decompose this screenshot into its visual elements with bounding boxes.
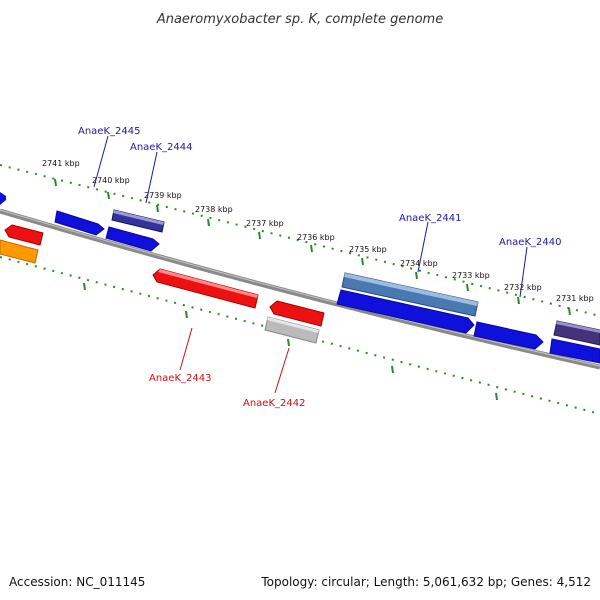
tick-ring-inner: [0, 256, 600, 415]
major-tick: [54, 178, 57, 187]
kbp-label: 2736 kbp: [297, 233, 335, 242]
kbp-label: 2731 kbp: [556, 294, 594, 303]
gene-arrow-shine: [158, 269, 258, 298]
gene-box-shine: [556, 321, 600, 333]
kbp-label: 2740 kbp: [92, 176, 130, 185]
leader-line: [417, 221, 429, 273]
major-tick: [361, 257, 364, 266]
major-tick: [287, 338, 290, 347]
kbp-label: 2732 kbp: [504, 283, 542, 292]
gene-label[interactable]: AnaeK_2443: [149, 373, 211, 384]
gene-label[interactable]: AnaeK_2440: [499, 237, 561, 248]
tick-ring-outer: [0, 164, 600, 317]
forward-features: [0, 192, 600, 364]
gene-label-leaders: [93, 135, 528, 394]
reverse-features: [0, 224, 325, 344]
genome-backbone: [0, 208, 600, 370]
gene-arrow[interactable]: [0, 192, 6, 205]
gene-arrow[interactable]: [105, 226, 160, 252]
kbp-label: 2737 kbp: [246, 219, 284, 228]
gene-box-shine: [113, 210, 164, 225]
gene-labels: AnaeK_2445 AnaeK_2444 AnaeK_2441 AnaeK_2…: [78, 126, 561, 409]
leader-line: [274, 347, 290, 394]
gene-label[interactable]: AnaeK_2442: [243, 398, 305, 409]
kbp-label: 2741 kbp: [42, 159, 80, 168]
leader-line: [145, 151, 158, 204]
gene-arrow[interactable]: [0, 239, 39, 264]
major-tick: [495, 392, 498, 401]
kbp-label: 2739 kbp: [144, 191, 182, 200]
major-tick: [83, 282, 86, 291]
gene-box-shine: [344, 273, 478, 306]
major-tick: [568, 307, 571, 316]
gene-arrow[interactable]: [269, 300, 325, 327]
gene-box-shine: [267, 317, 319, 333]
kbp-label: 2733 kbp: [452, 271, 490, 280]
accession-text: Accession: NC_011145: [9, 575, 145, 589]
map-title: Anaeromyxobacter sp. K, complete genome: [156, 12, 443, 27]
kbp-label: 2735 kbp: [349, 245, 387, 254]
gene-box[interactable]: [553, 320, 600, 346]
gene-label[interactable]: AnaeK_2441: [399, 213, 461, 224]
genome-summary-text: Topology: circular; Length: 5,061,632 bp…: [260, 575, 591, 589]
gene-arrow[interactable]: [336, 289, 475, 334]
kbp-label: 2734 kbp: [400, 259, 438, 268]
leader-line: [93, 135, 109, 188]
major-tick: [415, 271, 418, 280]
major-tick: [107, 191, 110, 200]
major-tick: [156, 204, 159, 213]
backbone-highlight: [0, 209, 600, 367]
gene-arrow[interactable]: [152, 268, 259, 309]
kbp-label: 2738 kbp: [195, 205, 233, 214]
major-tick: [466, 283, 469, 292]
major-tick: [258, 231, 261, 240]
major-tick: [517, 296, 520, 305]
major-tick: [391, 365, 394, 374]
leader-line: [179, 327, 193, 371]
gene-arrow[interactable]: [54, 210, 105, 236]
gene-arrow[interactable]: [473, 321, 544, 350]
gene-label[interactable]: AnaeK_2444: [130, 142, 192, 153]
leader-line: [519, 246, 528, 298]
major-tick: [310, 244, 313, 253]
major-tick: [185, 310, 188, 319]
kbp-labels: 2741 kbp 2740 kbp 2739 kbp 2738 kbp 2737…: [42, 159, 594, 303]
major-tick: [207, 218, 210, 227]
gene-arrow[interactable]: [4, 224, 44, 246]
gene-arrow[interactable]: [549, 338, 600, 364]
gene-box[interactable]: [264, 316, 320, 344]
gene-label[interactable]: AnaeK_2445: [78, 126, 140, 137]
